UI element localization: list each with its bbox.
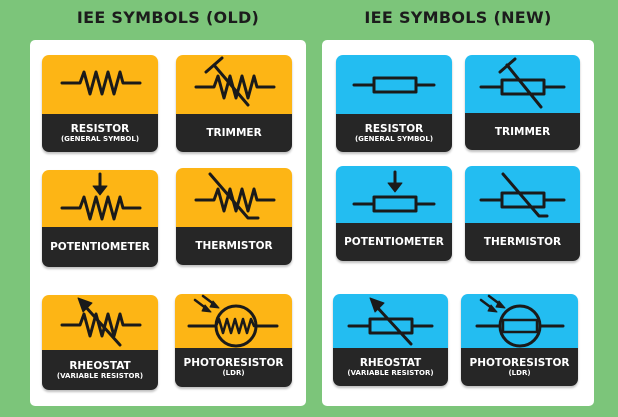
card-label: PHOTORESISTOR	[183, 357, 284, 369]
card-old-resistor: RESISTOR (GENERAL SYMBOL)	[42, 55, 158, 152]
card-new-thermistor: THERMISTOR	[465, 166, 580, 261]
card-label: TRIMMER	[494, 125, 551, 138]
box-potentiometer-icon	[336, 166, 452, 223]
box-rheostat-icon	[333, 294, 448, 348]
card-sublabel: (LDR)	[222, 369, 245, 377]
card-sublabel: (LDR)	[508, 368, 531, 377]
title-old: IEE SYMBOLS (OLD)	[76, 8, 260, 27]
zigzag-rheostat-icon	[42, 295, 158, 350]
box-resistor-icon	[336, 55, 452, 114]
card-sublabel: (VARIABLE RESISTOR)	[56, 371, 144, 380]
card-sublabel: (GENERAL SYMBOL)	[354, 134, 434, 143]
card-sublabel: (GENERAL SYMBOL)	[60, 134, 140, 143]
box-thermistor-icon	[465, 166, 580, 223]
card-old-thermistor: THERMISTOR	[176, 168, 292, 265]
card-label: THERMISTOR	[195, 240, 273, 252]
card-new-trimmer: TRIMMER	[465, 55, 580, 150]
card-new-potentiometer: POTENTIOMETER	[336, 166, 452, 261]
zigzag-photoresistor-icon	[175, 294, 292, 348]
card-label: RESISTOR	[70, 122, 130, 135]
card-old-trimmer: TRIMMER	[176, 55, 292, 152]
card-new-rheostat: RHEOSTAT (VARIABLE RESISTOR)	[333, 294, 448, 386]
zigzag-potentiometer-icon	[42, 170, 158, 227]
card-label: RHEOSTAT	[69, 359, 131, 372]
zigzag-trimmer-icon	[176, 55, 292, 114]
box-photoresistor-icon	[461, 294, 578, 348]
card-old-rheostat: RHEOSTAT (VARIABLE RESISTOR)	[42, 295, 158, 390]
box-trimmer-icon	[465, 55, 580, 113]
card-label: POTENTIOMETER	[344, 236, 444, 248]
card-label: RHEOSTAT	[359, 356, 422, 369]
card-new-photoresistor: PHOTORESISTOR (LDR)	[461, 294, 578, 386]
card-old-photoresistor: PHOTORESISTOR (LDR)	[175, 294, 292, 387]
zigzag-resistor-icon	[42, 55, 158, 114]
card-sublabel: (VARIABLE RESISTOR)	[347, 368, 434, 377]
card-label: RESISTOR	[364, 122, 424, 135]
card-old-potentiometer: POTENTIOMETER	[42, 170, 158, 267]
zigzag-thermistor-icon	[176, 168, 292, 227]
card-label: THERMISTOR	[483, 236, 562, 248]
title-new: IEE SYMBOLS (NEW)	[364, 8, 552, 27]
card-label: TRIMMER	[206, 127, 262, 139]
card-label: POTENTIOMETER	[50, 241, 150, 253]
card-new-resistor: RESISTOR (GENERAL SYMBOL)	[336, 55, 452, 152]
card-label: PHOTORESISTOR	[469, 356, 570, 369]
